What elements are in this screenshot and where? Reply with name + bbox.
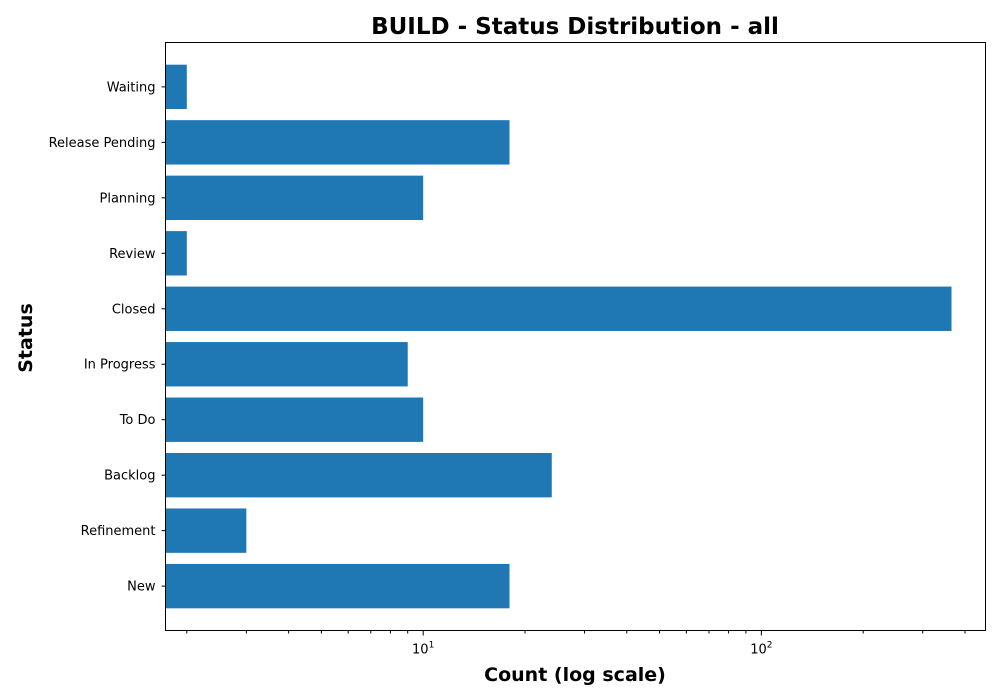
bar-planning: [165, 175, 424, 221]
plot-frame: [165, 42, 986, 631]
x-ticks: 101 102: [186, 630, 966, 658]
bar-new: [165, 563, 510, 609]
y-tick-label-review: Review: [109, 247, 156, 262]
y-tick-label-release-pending: Release Pending: [49, 136, 156, 151]
y-tick-label-new: New: [127, 580, 156, 595]
bar-closed: [165, 286, 952, 331]
y-tick-label-backlog: Backlog: [104, 469, 155, 484]
bar-waiting: [165, 64, 187, 110]
bar-backlog: [165, 452, 552, 498]
bar-release-pending: [165, 120, 510, 165]
y-tick-label-in-progress: In Progress: [84, 358, 156, 373]
bars-group: [165, 64, 952, 609]
x-axis-label: Count (log scale): [484, 664, 666, 686]
bar-in-progress: [165, 342, 408, 387]
y-tick-label-to-do: To Do: [119, 413, 156, 428]
bar-review: [165, 231, 187, 276]
chart-title: BUILD - Status Distribution - all: [371, 14, 779, 40]
y-axis-label: Status: [15, 303, 37, 373]
y-tick-label-refinement: Refinement: [81, 524, 156, 539]
y-tick-label-closed: Closed: [112, 302, 156, 317]
y-ticks: New Refinement Backlog To Do In Progress Clos…: [49, 80, 166, 595]
bar-to-do: [165, 397, 424, 442]
y-tick-label-planning: Planning: [100, 191, 156, 206]
x-tick-label: 102: [750, 641, 772, 658]
y-tick-label-waiting: Waiting: [107, 80, 156, 95]
bar-refinement: [165, 508, 247, 553]
x-tick-label: 101: [412, 641, 434, 658]
